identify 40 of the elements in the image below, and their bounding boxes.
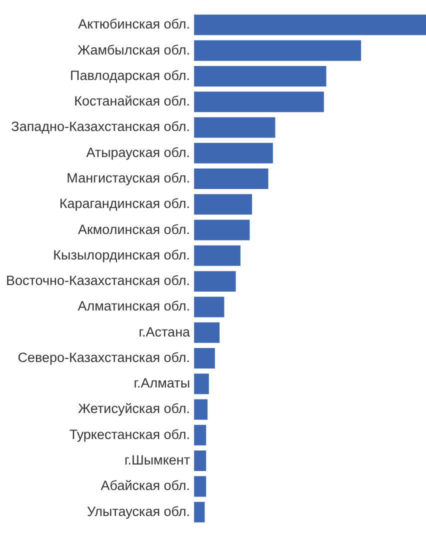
y-tick-label: Кызылординская обл. <box>53 247 190 262</box>
bar <box>194 450 206 472</box>
y-tick-label: Жетисуйская обл. <box>78 401 190 416</box>
bar <box>194 322 220 343</box>
y-tick-label: Абайская обл. <box>100 478 190 494</box>
bar <box>194 502 205 522</box>
y-tick-label: Костанайская обл. <box>74 94 190 109</box>
y-tick-label: Карагандинская обл. <box>59 196 190 212</box>
bar <box>194 220 250 240</box>
y-tick-label: Акмолинская обл. <box>78 222 190 237</box>
bar <box>194 117 276 138</box>
bar <box>194 92 324 112</box>
bar <box>194 374 209 394</box>
y-tick-label: Улытауская обл. <box>87 504 190 519</box>
bar <box>194 296 224 318</box>
y-tick-label: Жамбылская обл. <box>78 42 190 58</box>
y-tick-label: Атырауская обл. <box>86 144 190 160</box>
y-tick-label: г.Шымкент <box>124 452 190 468</box>
y-tick-label: Мангистауская обл. <box>66 170 190 186</box>
bar <box>194 168 268 190</box>
y-tick-label: г.Алматы <box>134 376 190 391</box>
bar <box>194 66 326 86</box>
bar <box>194 476 206 497</box>
y-tick-label: Восточно-Казахстанская обл. <box>6 273 190 288</box>
bar <box>194 142 273 164</box>
y-tick-label: Павлодарская обл. <box>70 68 190 83</box>
bar <box>194 271 236 292</box>
bar <box>194 348 215 368</box>
y-tick-label: г.Астана <box>138 324 191 340</box>
bar <box>194 399 208 420</box>
y-tick-label: Актюбинская обл. <box>78 16 190 32</box>
bar <box>194 245 240 266</box>
y-tick-label: Алматинская обл. <box>78 298 190 314</box>
bar <box>194 14 426 36</box>
bar <box>194 424 206 446</box>
bar <box>194 40 362 61</box>
bar <box>194 194 252 215</box>
y-tick-label: Северо-Казахстанская обл. <box>18 350 190 365</box>
y-tick-label: Западно-Казахстанская обл. <box>11 119 190 134</box>
y-tick-label: Туркестанская обл. <box>69 426 190 442</box>
